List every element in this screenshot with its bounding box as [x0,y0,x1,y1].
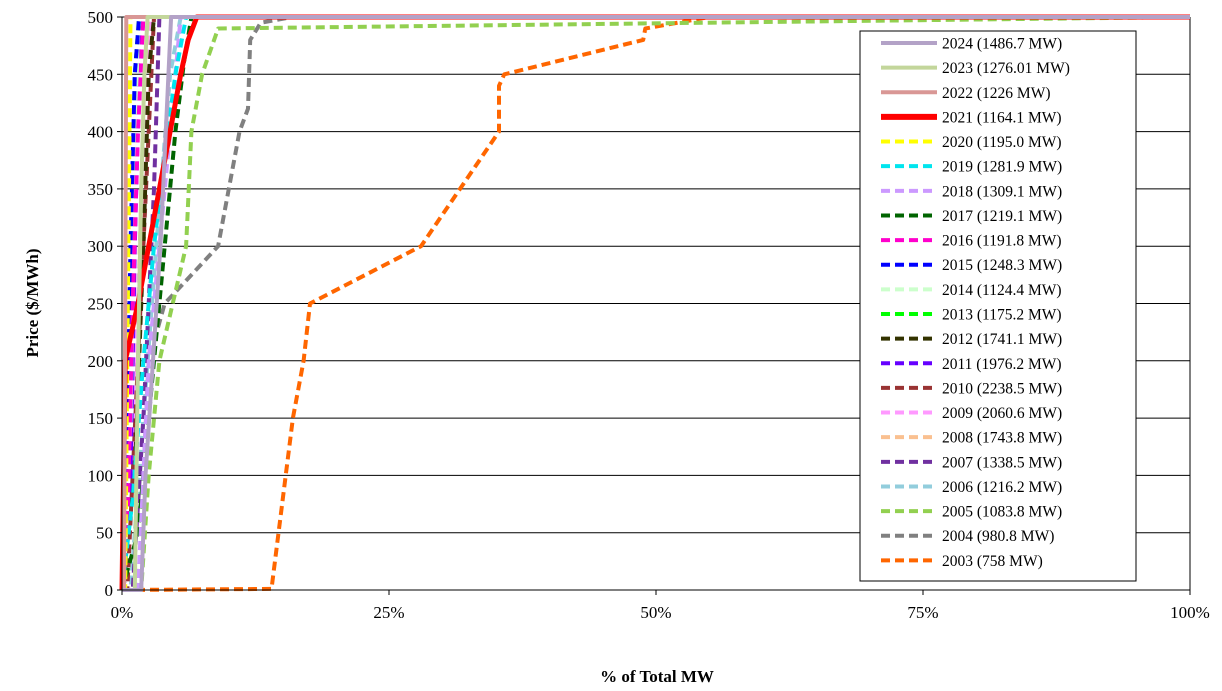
legend-label: 2011 (1976.2 MW) [942,356,1062,373]
x-tick-label: 25% [373,603,404,622]
legend-label: 2012 (1741.1 MW) [942,331,1062,348]
legend-label: 2020 (1195.0 MW) [942,134,1062,151]
legend-label: 2014 (1124.4 MW) [942,282,1062,299]
y-tick-label: 250 [88,295,114,314]
legend: 2024 (1486.7 MW) 2023 (1276.01 MW) 2022 (1… [859,30,1137,582]
y-tick-label: 400 [88,123,114,142]
legend-label: 2023 (1276.01 MW) [942,60,1070,77]
legend-label: 2021 (1164.1 MW) [942,109,1062,126]
legend-label: 2008 (1743.8 MW) [942,430,1062,447]
x-tick-label: 50% [640,603,671,622]
legend-label: 2024 (1486.7 MW) [942,36,1062,53]
legend-label: 2003 (758 MW) [942,553,1043,570]
legend-label: 2010 (2238.5 MW) [942,380,1062,397]
y-tick-label: 300 [88,237,114,256]
y-tick-label: 100 [88,466,114,485]
y-tick-label: 500 [88,8,114,27]
y-tick-label: 50 [96,524,113,543]
y-tick-label: 150 [88,409,114,428]
legend-label: 2006 (1216.2 MW) [942,479,1062,496]
legend-label: 2015 (1248.3 MW) [942,257,1062,274]
x-tick-label: 0% [111,603,134,622]
x-axis-title: % of Total MW [600,667,714,686]
y-tick-label: 450 [88,65,114,84]
y-tick-label: 0 [105,581,114,600]
legend-label: 2004 (980.8 MW) [942,528,1054,545]
legend-label: 2019 (1281.9 MW) [942,159,1062,176]
y-axis-title: Price ($/MWh) [23,248,42,357]
legend-box [859,30,1137,582]
legend-label: 2022 (1226 MW) [942,85,1051,102]
legend-label: 2016 (1191.8 MW) [942,233,1062,250]
y-tick-label: 200 [88,352,114,371]
x-tick-label: 75% [907,603,938,622]
legend-label: 2007 (1338.5 MW) [942,454,1062,471]
legend-label: 2005 (1083.8 MW) [942,504,1062,521]
x-tick-label: 100% [1170,603,1210,622]
series-line-21 [121,15,1190,592]
legend-label: 2013 (1175.2 MW) [942,307,1062,324]
series-line-0 [122,15,1190,592]
y-tick-label: 350 [88,180,114,199]
legend-label: 2018 (1309.1 MW) [942,183,1062,200]
legend-label: 2009 (2060.6 MW) [942,405,1062,422]
tick-labels: 0 50 100 150 200 250 300 350 400 450 500 0% 25% 50% 75… [88,8,1210,622]
legend-label: 2017 (1219.1 MW) [942,208,1062,225]
